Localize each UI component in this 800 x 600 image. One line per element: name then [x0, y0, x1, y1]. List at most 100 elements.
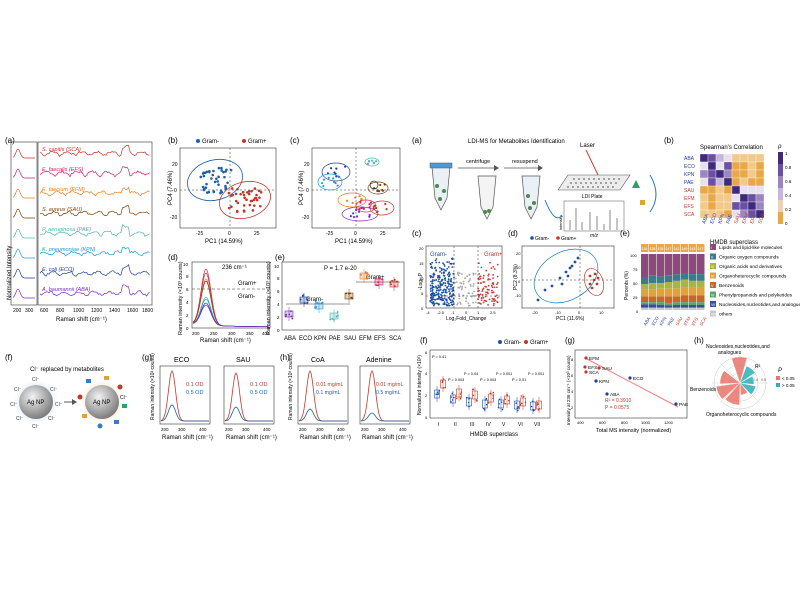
box-point: [314, 306, 316, 309]
stack-segment: [641, 277, 649, 285]
right-c-ytick-15: 15: [419, 261, 424, 266]
heatmap-cell: [747, 185, 757, 195]
left-b-points: [199, 166, 263, 214]
right-d-points: [536, 256, 600, 302]
left-h-coa-xtick-400: 400: [337, 427, 345, 432]
volcano-point-gram-neg: [446, 267, 449, 270]
left-e-ytick-4: 4: [277, 302, 280, 307]
plate-well: [575, 182, 577, 184]
box-point: [345, 292, 348, 295]
volcano-point-gram-neg: [447, 302, 450, 305]
count-badge: [673, 244, 681, 252]
right-c-xtick-0: 0: [465, 310, 468, 315]
heatmap-cell: [707, 161, 717, 171]
heatmap-cell: [723, 169, 733, 179]
plate-well: [587, 186, 589, 188]
cluster-point: [371, 159, 374, 162]
pca-point-gram-neg: [210, 177, 213, 180]
left-h-ylabel: Raman intensity (×10³ counts): [288, 353, 294, 420]
volcano-point-gram-neg: [439, 298, 442, 301]
heatmap-cell: [715, 201, 725, 211]
box-point: [485, 403, 488, 406]
left-a-xlabel: Raman shift (cm⁻¹): [56, 317, 107, 323]
volcano-point-gram-neg: [430, 298, 433, 301]
left-b-xtick-m25: -25: [196, 231, 203, 237]
left-a-main-frame: [37, 141, 153, 306]
volcano-point-ns: [472, 294, 475, 297]
left-d-xtick-250: 250: [210, 331, 218, 336]
legend-label: Phenylpropanoids and polyketides: [719, 293, 793, 299]
pca-point-gram-pos: [242, 204, 246, 207]
plate-well: [593, 178, 595, 180]
box-point: [360, 273, 362, 276]
cluster-point: [322, 184, 325, 188]
volcano-point-gram-neg: [440, 296, 443, 299]
box-point: [520, 402, 523, 405]
right-g-frame: [574, 349, 688, 419]
volcano-point-gram-pos: [491, 286, 494, 289]
volcano-point-gram-neg: [447, 278, 450, 281]
cluster-point: [377, 190, 381, 193]
pca-point-gram-neg: [566, 274, 570, 278]
radar-spoke: [720, 382, 741, 403]
volcano-point-gram-neg: [434, 266, 437, 269]
radar-wedge: [739, 382, 756, 395]
stack-segment: [649, 254, 657, 276]
box-point: [519, 404, 522, 406]
plate-well: [618, 178, 620, 180]
left-a-inset-tick-200: 200: [13, 308, 22, 314]
volcano-point-gram-neg: [441, 294, 443, 297]
count-badge: [641, 244, 649, 252]
p-value: P = 0.001: [528, 372, 544, 376]
stack-segment: [665, 307, 673, 310]
cluster-point: [349, 215, 353, 218]
left-panel-e: (e) P = 1.7 e-20 Gram+ Gram- Raman inten…: [266, 253, 405, 342]
right-a-tube-3: [521, 175, 541, 220]
heatmap-cell: [699, 161, 709, 171]
pca-point-gram-neg: [225, 168, 228, 172]
volcano-point-gram-neg: [431, 280, 434, 283]
pca-point-gram-neg: [202, 187, 206, 191]
spectrum-line: [39, 224, 150, 238]
right-d-xtick-m10: -10: [555, 310, 562, 315]
left-f-core-2: Ag NP: [93, 400, 110, 406]
box-point: [455, 397, 458, 400]
right-c-xtick-2.5: 2.5: [490, 310, 496, 315]
stack-segment: [665, 254, 673, 276]
legend-label: Nucleosides,nucleotides,and analogues: [719, 302, 800, 308]
left-d-ytick-8: 8: [186, 274, 189, 279]
volcano-point-ns: [472, 272, 475, 275]
pca-point-gram-neg: [213, 180, 217, 184]
box-point: [331, 318, 334, 320]
pca-point-gram-neg: [543, 288, 547, 292]
right-panel-c: (c) Gram- Gram+ -Log₁₀P 0 5 10 15 20 -4 …: [412, 229, 503, 322]
plate-well: [585, 182, 587, 184]
left-d-xtick-350: 350: [246, 331, 254, 336]
box-point: [453, 396, 455, 399]
spectrum-curve: [160, 370, 209, 422]
volcano-point-ns: [455, 281, 458, 283]
right-d-ylabel: PC2 (8.3%): [513, 264, 519, 290]
stack-segment: [649, 275, 657, 284]
colorbar-tick: 0.2: [785, 207, 792, 212]
pca-point-gram-neg: [568, 266, 572, 270]
heatmap-cell: [755, 201, 765, 211]
heatmap-cell: [731, 201, 741, 211]
species-label-pae: P. aeruginosa (PAE): [42, 227, 91, 233]
volcano-point-ns: [459, 281, 462, 284]
pca-point-gram-neg: [201, 185, 205, 189]
volcano-point-gram-pos: [486, 288, 489, 291]
volcano-point-ns: [468, 273, 471, 276]
volcano-point-gram-neg: [431, 296, 434, 299]
pca-point-gram-pos: [255, 193, 258, 197]
volcano-point-gram-neg: [450, 288, 452, 290]
right-c-xtick-m4: -4: [426, 310, 430, 315]
volcano-point-gram-neg: [434, 294, 437, 297]
right-e-legend: I Lipids and lipid-like molecules II Organi…: [710, 244, 800, 318]
box-point: [391, 279, 394, 282]
left-g-sau-l2: 0.5 OD: [250, 390, 267, 396]
right-panel-e: (e) 134 ABA 128 ECO 135 KPN 147 PAE 142 SAU 149 EFM…: [620, 229, 800, 327]
right-d-xtick-m20: -20: [532, 310, 539, 315]
volcano-point-gram-neg: [447, 275, 450, 278]
right-a-curved-arrow: [649, 174, 657, 213]
